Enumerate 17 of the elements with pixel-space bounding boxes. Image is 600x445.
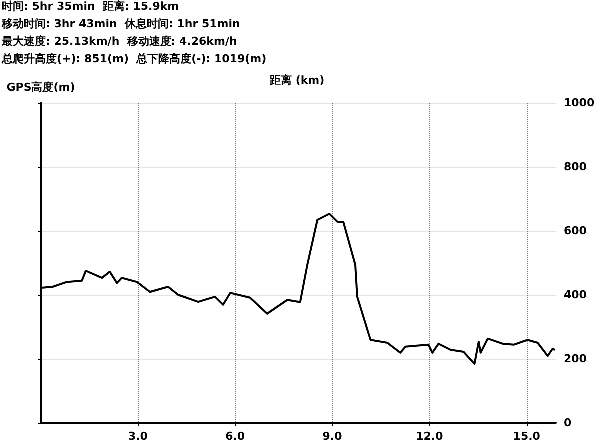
text: 移动时间: 3hr 43min 休息时间: 1hr 51min bbox=[1, 18, 240, 30]
y-tick-label: 200 bbox=[564, 352, 588, 366]
text: 时间: 5hr 35min 距离: 15.9km bbox=[2, 0, 180, 13]
x-tick-label: 3.0 bbox=[128, 430, 148, 443]
y-tick-label: 800 bbox=[564, 160, 588, 174]
y-tick-label: 0 bbox=[564, 416, 572, 430]
x-tick-label: 9.0 bbox=[322, 430, 343, 443]
x-tick-label: 6.0 bbox=[226, 430, 246, 443]
x-tick-label: 15.0 bbox=[513, 430, 541, 443]
y-tick-label: 400 bbox=[564, 288, 588, 302]
y-tick-label: 600 bbox=[564, 224, 588, 238]
x-tick-label: 12.0 bbox=[416, 430, 444, 443]
text: 总爬升高度(+): 851(m) 总下降高度(-): 1019(m) bbox=[1, 52, 267, 66]
x-axis-title: 距离 (km) bbox=[269, 74, 325, 87]
y-axis-title: GPS高度(m) bbox=[6, 81, 76, 94]
text: 最大速度: 25.13km/h 移动速度: 4.26km/h bbox=[1, 35, 238, 48]
y-tick-label: 1000 bbox=[564, 96, 595, 110]
